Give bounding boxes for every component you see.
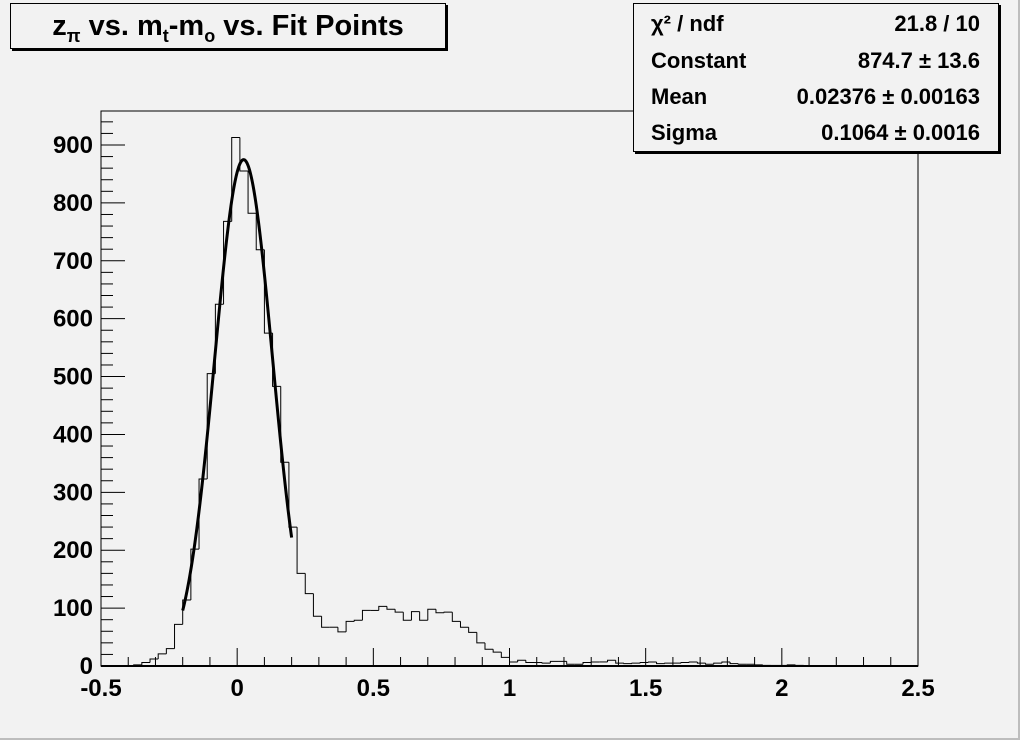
hist-bin xyxy=(688,661,698,663)
chart-title: zπ vs. mt-mo vs. Fit Points xyxy=(10,3,446,49)
x-tick-label: 2 xyxy=(775,675,788,702)
title-pi: π xyxy=(66,25,81,46)
plot-frame xyxy=(100,110,919,667)
hist-bin xyxy=(631,662,641,664)
hist-bin xyxy=(492,649,502,653)
title-o: o xyxy=(204,25,216,46)
y-tick-label: 300 xyxy=(53,479,93,506)
hist-bin xyxy=(296,527,306,574)
x-tick-label: 0.5 xyxy=(357,675,390,702)
hist-bin xyxy=(353,619,363,622)
hist-bin xyxy=(590,661,600,663)
hist-bin xyxy=(737,663,747,665)
x-tick-label: -0.5 xyxy=(80,675,121,702)
hist-bin xyxy=(680,662,690,664)
title-z: z xyxy=(52,10,67,42)
hist-bin xyxy=(451,612,461,622)
x-tick-label: 2.5 xyxy=(901,675,934,702)
hist-bin xyxy=(607,659,616,662)
hist-bin xyxy=(705,663,714,665)
x-tick-label: 0 xyxy=(230,675,243,702)
hist-bin xyxy=(549,660,559,664)
hist-bin xyxy=(157,653,167,660)
hist-bin xyxy=(394,609,404,613)
hist-bin xyxy=(247,171,257,214)
stats-row-mean: Mean 0.02376 ± 0.00163 xyxy=(651,84,980,109)
hist-bin xyxy=(656,661,665,665)
hist-bin xyxy=(419,611,428,621)
hist-bin xyxy=(427,608,436,621)
title-dash-m: -m xyxy=(168,10,205,42)
hist-bin xyxy=(345,620,355,632)
title-vs-m: vs. m xyxy=(80,10,163,42)
hist-bin xyxy=(696,661,706,664)
hist-bin xyxy=(198,478,208,550)
hist-bin xyxy=(500,652,510,658)
y-tick-label: 700 xyxy=(53,248,93,275)
y-tick-label: 0 xyxy=(80,653,93,680)
hist-bin xyxy=(410,611,420,621)
stats-box: χ² / ndf 21.8 / 10 Constant 874.7 ± 13.6 M… xyxy=(633,3,999,152)
hist-bin xyxy=(525,660,535,664)
hist-bin xyxy=(713,662,722,665)
hist-bin xyxy=(402,612,412,621)
hist-bin xyxy=(141,662,151,665)
hist-bin xyxy=(304,573,314,595)
stats-row-chi2: χ² / ndf 21.8 / 10 xyxy=(651,11,980,36)
hist-bin xyxy=(729,661,739,665)
hist-bin xyxy=(754,664,763,666)
hist-bin xyxy=(623,663,633,665)
hist-bin xyxy=(165,648,175,654)
title-fit-points: vs. Fit Points xyxy=(215,10,404,42)
y-tick-label: 200 xyxy=(53,537,93,564)
hist-bin xyxy=(174,623,183,649)
stats-row-constant: Constant 874.7 ± 13.6 xyxy=(651,48,980,73)
hist-bin xyxy=(386,606,396,610)
hist-bin xyxy=(664,662,673,664)
x-tick-label: 1.5 xyxy=(629,675,662,702)
stats-row-sigma: Sigma 0.1064 ± 0.0016 xyxy=(651,120,980,145)
y-tick-label: 900 xyxy=(53,132,93,159)
hist-bin xyxy=(190,548,200,601)
hist-bin xyxy=(566,661,575,665)
hist-bin xyxy=(443,611,453,613)
hist-bin xyxy=(517,659,526,662)
y-tick-label: 600 xyxy=(53,306,93,333)
hist-bin xyxy=(321,616,330,628)
hist-bin xyxy=(182,599,191,625)
y-tick-label: 400 xyxy=(53,421,93,448)
hist-bin xyxy=(647,661,657,663)
hist-bin xyxy=(312,593,322,617)
y-tick-label: 100 xyxy=(53,595,93,622)
hist-bin xyxy=(541,662,551,664)
hist-bin xyxy=(468,627,477,633)
hist-bin xyxy=(280,386,289,463)
hist-bin xyxy=(239,137,249,172)
hist-bin xyxy=(582,662,592,665)
title-t: t xyxy=(162,25,169,46)
hist-bin xyxy=(484,642,494,650)
fit-curve xyxy=(181,158,294,611)
hist-bin xyxy=(337,627,347,633)
hist-bin xyxy=(615,660,624,664)
hist-bin xyxy=(639,662,649,664)
hist-bin xyxy=(378,605,387,611)
x-tick-label: 1 xyxy=(503,675,516,702)
y-tick-label: 500 xyxy=(53,364,93,391)
hist-bin xyxy=(459,621,469,628)
hist-bin xyxy=(435,609,445,614)
y-tick-label: 800 xyxy=(53,190,93,217)
hist-bin xyxy=(476,632,485,644)
hist-bin xyxy=(361,609,371,621)
